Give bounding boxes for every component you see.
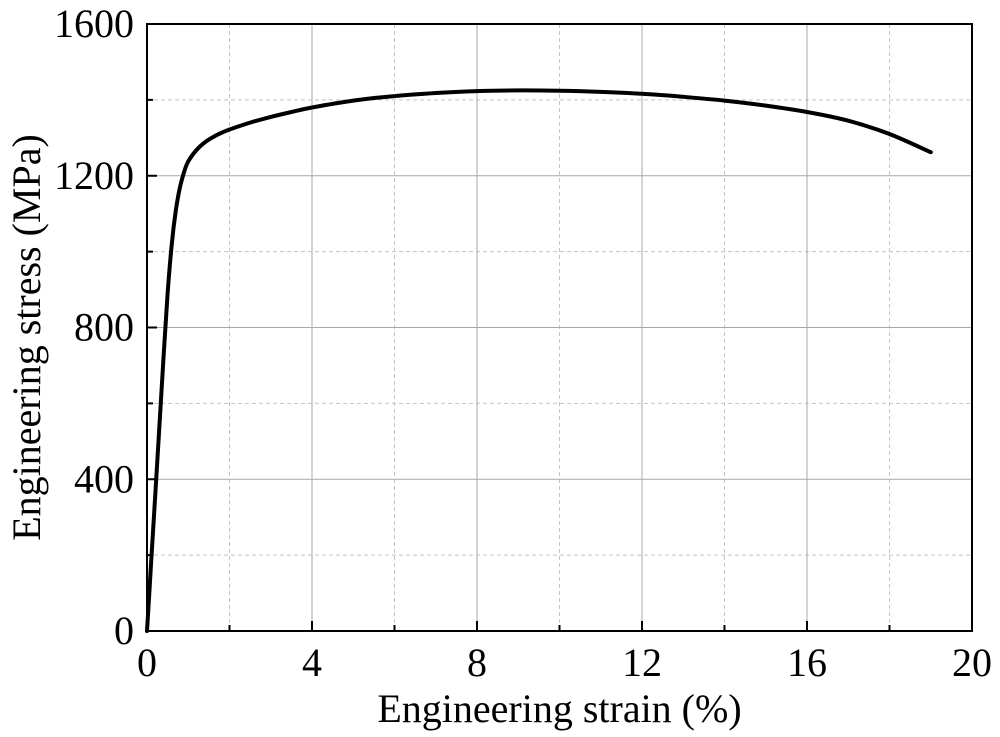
y-tick-label: 0 bbox=[114, 608, 134, 653]
x-tick-label: 12 bbox=[622, 640, 662, 685]
x-tick-label: 4 bbox=[302, 640, 322, 685]
x-tick-label: 16 bbox=[787, 640, 827, 685]
y-tick-label: 800 bbox=[74, 305, 134, 350]
x-tick-label: 20 bbox=[952, 640, 992, 685]
x-tick-label: 0 bbox=[137, 640, 157, 685]
y-axis-title: Engineering stress (MPa) bbox=[4, 134, 49, 541]
stress-strain-curve bbox=[145, 88, 933, 633]
y-tick-labels: 0 400 800 1200 1600 bbox=[54, 1, 134, 653]
series-layer bbox=[145, 88, 933, 633]
x-tick-labels: 0 4 8 12 16 20 bbox=[137, 640, 992, 685]
grid bbox=[147, 24, 972, 631]
tick-marks bbox=[146, 23, 973, 632]
x-tick-label: 8 bbox=[467, 640, 487, 685]
y-tick-label: 400 bbox=[74, 456, 134, 501]
y-tick-label: 1200 bbox=[54, 153, 134, 198]
x-axis-title: Engineering strain (%) bbox=[377, 686, 741, 731]
y-tick-label: 1600 bbox=[54, 1, 134, 46]
